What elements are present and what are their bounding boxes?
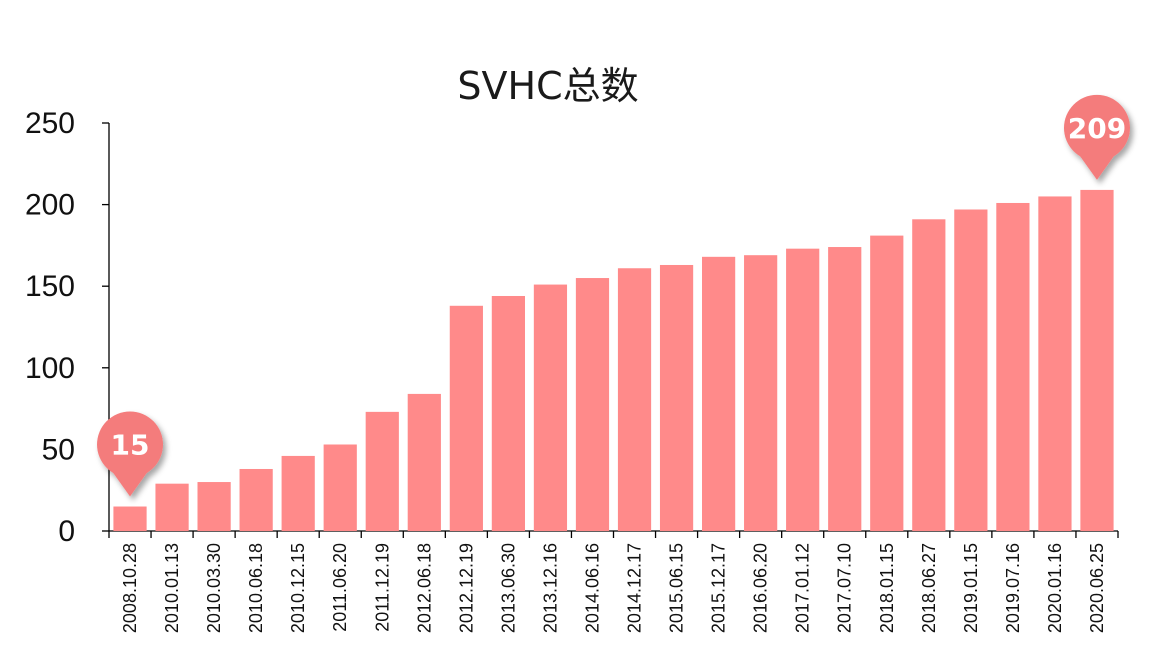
callout-label: 209 <box>1068 112 1126 145</box>
x-tick-label: 2011.12.19 <box>372 543 392 632</box>
bar <box>1080 189 1114 532</box>
bar <box>533 284 568 531</box>
bar <box>659 264 694 531</box>
bar <box>113 506 147 531</box>
chart-title: SVHC总数 <box>457 64 638 108</box>
x-tick-label: 2014.06.16 <box>582 543 602 633</box>
bar <box>155 483 189 531</box>
y-tick-label: 0 <box>58 515 75 548</box>
bar <box>870 235 904 531</box>
callouts: 15 209 <box>97 94 1130 497</box>
bar <box>617 268 652 531</box>
x-tick-label: 2014.12.17 <box>625 543 645 633</box>
x-tick-label: 2020.01.16 <box>1045 543 1065 633</box>
data-callout <box>1063 94 1130 180</box>
bar <box>828 247 862 532</box>
bar <box>575 278 610 531</box>
y-tick-label: 150 <box>25 270 75 303</box>
callout-pointer <box>1076 151 1117 180</box>
bar <box>449 305 483 531</box>
x-tick-label: 2019.07.16 <box>1003 543 1023 633</box>
bar <box>912 219 946 531</box>
x-tick-label: 2017.07.10 <box>835 543 855 633</box>
x-tick-label: 2018.06.27 <box>919 543 939 633</box>
y-tick-label: 100 <box>25 352 75 385</box>
bar <box>996 202 1030 531</box>
bar-series <box>113 189 1114 532</box>
x-axis: 2008.10.28 2010.01.13 2010.03.30 2010.06.18… <box>108 530 1119 633</box>
x-tick-label: 2010.01.13 <box>162 543 182 633</box>
x-tick-label: 2010.12.15 <box>288 543 308 633</box>
bar <box>491 295 526 531</box>
x-tick-label: 2013.06.30 <box>498 543 518 633</box>
callout-bubble <box>1063 94 1130 161</box>
x-tick-label: 2012.06.18 <box>414 543 434 633</box>
x-tick-label: 2016.06.20 <box>751 543 771 633</box>
x-tick-label: 2015.12.17 <box>709 543 729 633</box>
bar <box>786 248 820 531</box>
callout-label: 15 <box>111 429 150 462</box>
x-tick-label: 2011.06.20 <box>330 543 350 632</box>
bar <box>954 209 988 531</box>
bar <box>281 455 315 531</box>
bar <box>323 444 357 531</box>
bar <box>1038 196 1072 531</box>
bar <box>197 482 231 531</box>
y-axis: 0 50 100 150 200 250 <box>25 107 110 548</box>
y-tick-label: 200 <box>25 189 75 222</box>
x-tick-label: 2013.12.16 <box>540 543 560 633</box>
x-tick-label: 2019.01.15 <box>961 543 981 633</box>
y-tick-label: 250 <box>25 107 75 140</box>
x-tick-label: 2020.06.25 <box>1087 543 1107 633</box>
bar <box>239 468 273 531</box>
callout-bubble <box>97 411 164 478</box>
bar <box>407 393 441 531</box>
x-tick-label: 2010.06.18 <box>246 543 266 633</box>
x-tick-label: 2010.03.30 <box>204 543 224 633</box>
y-tick-label: 50 <box>42 433 75 466</box>
bar <box>365 411 399 531</box>
x-tick-label: 2008.10.28 <box>120 543 140 633</box>
bar <box>744 255 778 531</box>
x-tick-label: 2018.01.15 <box>877 543 897 633</box>
callout-pointer <box>110 468 151 497</box>
x-tick-label: 2012.12.19 <box>456 543 476 633</box>
x-tick-label: 2017.01.12 <box>793 543 813 633</box>
data-callout <box>97 411 164 497</box>
bar <box>701 256 736 531</box>
x-tick-label: 2015.06.15 <box>667 543 687 633</box>
